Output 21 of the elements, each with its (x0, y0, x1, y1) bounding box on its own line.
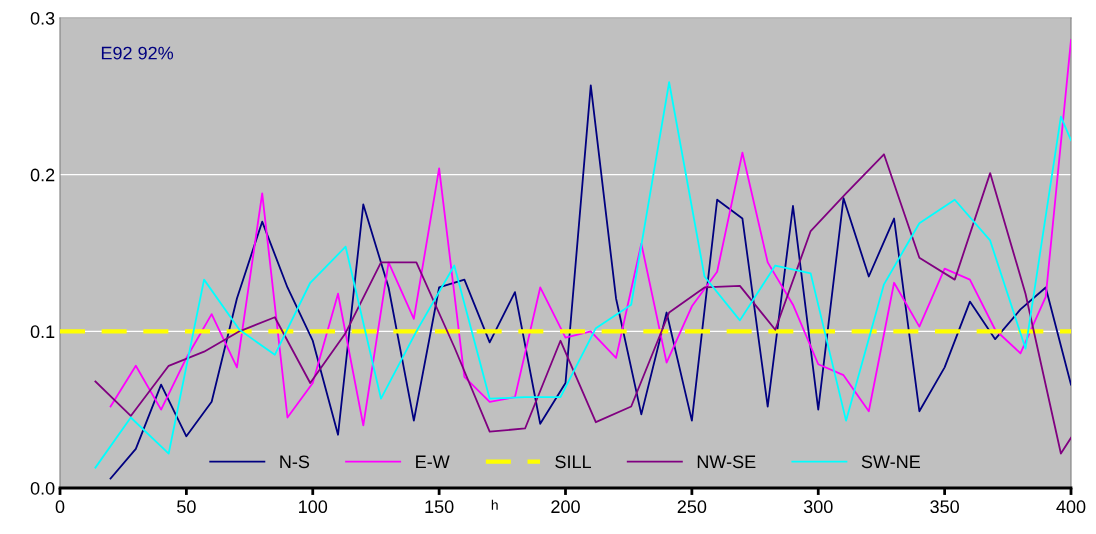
line-series (94, 153, 1071, 455)
legend-label: E-W (416, 455, 450, 468)
x-tick-label: 250 (677, 500, 707, 514)
y-tick-label: 0.0 (30, 481, 55, 495)
annotation: E92 92% (101, 46, 174, 60)
y-tick-label: 0.2 (30, 168, 55, 182)
x-tick-label: 150 (425, 500, 454, 514)
x-tick-label: 200 (551, 500, 580, 514)
y-tick-label: 0.1 (30, 325, 55, 339)
x-tick-label: 400 (1056, 500, 1086, 514)
x-tick-label: 350 (930, 500, 959, 514)
legend-label: SW-NE (861, 455, 921, 469)
x-axis-title: h (491, 499, 498, 510)
x-tick-label: 300 (803, 500, 833, 514)
legend-label: N-S (280, 455, 310, 469)
legend-label: NW-SE (697, 455, 756, 469)
legend-label: SILL (555, 455, 592, 469)
x-tick-label: 50 (177, 500, 196, 514)
y-tick-label: 0.3 (30, 11, 55, 25)
x-tick-label: 100 (299, 500, 328, 514)
x-tick-label: 0 (55, 500, 65, 514)
